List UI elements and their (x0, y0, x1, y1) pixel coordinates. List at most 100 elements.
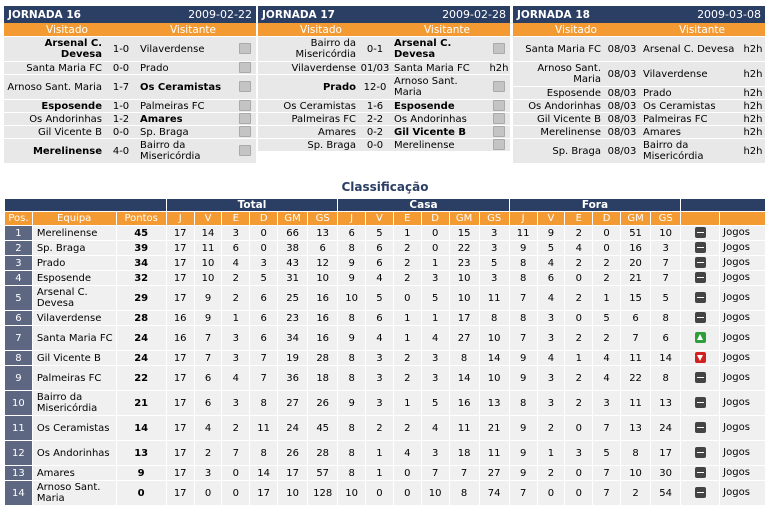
away-team[interactable]: Santa Maria FC (392, 62, 488, 74)
column-header[interactable]: J (338, 212, 366, 225)
game-row[interactable]: Esposende 1-0 Palmeiras FC (4, 100, 256, 112)
home-team[interactable]: Gil Vicente B (513, 113, 603, 125)
tv-icon[interactable] (234, 100, 256, 112)
game-row[interactable]: Os Andorinhas 08/03 Os Ceramistas h2h (513, 100, 765, 112)
column-header[interactable]: E (565, 212, 593, 225)
away-team[interactable]: Prado (641, 87, 741, 99)
away-team[interactable]: Arnoso Sant. Maria (392, 75, 488, 99)
column-header[interactable]: GM (278, 212, 308, 225)
home-team[interactable]: Arsenal C. Devesa (4, 37, 104, 61)
game-row[interactable]: Sp. Braga 0-0 Merelinense (258, 139, 510, 151)
home-team[interactable]: Santa Maria FC (513, 37, 603, 61)
game-row[interactable]: Bairro da Misericórdia 0-1 Arsenal C. Deve… (258, 37, 510, 61)
game-score[interactable]: 0-2 (358, 126, 392, 138)
game-row[interactable]: Arsenal C. Devesa 1-0 Vilaverdense (4, 37, 256, 61)
game-score[interactable]: 0-0 (104, 62, 138, 74)
team-name[interactable]: Arsenal C. Devesa (32, 286, 116, 310)
jogos-label[interactable]: Jogos (723, 242, 750, 254)
home-team[interactable]: Os Andorinhas (513, 100, 603, 112)
team-name[interactable]: Os Ceramistas (32, 416, 116, 440)
game-row[interactable]: Santa Maria FC 08/03 Arsenal C. Devesa h2h (513, 37, 765, 61)
game-row[interactable]: Merelinense 4-0 Bairro da Misericórdia (4, 139, 256, 163)
away-team[interactable]: Bairro da Misericórdia (138, 139, 234, 163)
game-score[interactable]: 12-0 (358, 75, 392, 99)
column-header[interactable]: V (537, 212, 565, 225)
game-row[interactable]: Vilaverdense 01/03 Santa Maria FC h2h (258, 62, 510, 74)
home-team[interactable]: Arnoso Sant. Maria (513, 62, 603, 86)
away-team[interactable]: Arsenal C. Devesa (641, 37, 741, 61)
game-row[interactable]: Gil Vicente B 0-0 Sp. Braga (4, 126, 256, 138)
team-name[interactable]: Bairro da Misericórdia (32, 391, 116, 415)
h2h-link[interactable]: h2h (741, 62, 765, 86)
jogos-link[interactable]: Jogos (720, 256, 765, 270)
away-team[interactable]: Palmeiras FC (641, 113, 741, 125)
team-name[interactable]: Amares (32, 466, 116, 480)
game-row[interactable]: Prado 12-0 Arnoso Sant. Maria (258, 75, 510, 99)
game-score[interactable]: 2-2 (358, 113, 392, 125)
game-row[interactable]: Arnoso Sant. Maria 1-7 Os Ceramistas (4, 75, 256, 99)
jogos-label[interactable]: Jogos (723, 257, 750, 269)
away-team[interactable]: Palmeiras FC (138, 100, 234, 112)
h2h-link[interactable]: h2h (488, 62, 510, 74)
jogos-link[interactable]: Jogos (720, 466, 765, 480)
team-name[interactable]: Esposende (32, 271, 116, 285)
game-row[interactable]: Gil Vicente B 08/03 Palmeiras FC h2h (513, 113, 765, 125)
home-team[interactable]: Merelinense (513, 126, 603, 138)
away-team[interactable]: Vilaverdense (641, 62, 741, 86)
home-team[interactable]: Bairro da Misericórdia (258, 37, 358, 61)
game-row[interactable]: Santa Maria FC 0-0 Prado (4, 62, 256, 74)
home-team[interactable]: Merelinense (4, 139, 104, 163)
jogos-label[interactable]: Jogos (723, 227, 750, 239)
jogos-label[interactable]: Jogos (723, 447, 750, 459)
team-name[interactable]: Merelinense (32, 226, 116, 240)
game-score[interactable]: 08/03 (603, 62, 641, 86)
home-team[interactable]: Santa Maria FC (4, 62, 104, 74)
jogos-label[interactable]: Jogos (723, 397, 750, 409)
game-row[interactable]: Amares 0-2 Gil Vicente B (258, 126, 510, 138)
game-score[interactable]: 08/03 (603, 37, 641, 61)
tv-icon[interactable] (234, 113, 256, 125)
jogos-link[interactable]: Jogos (720, 326, 765, 350)
away-team[interactable]: Bairro da Misericórdia (641, 139, 741, 163)
home-team[interactable]: Vilaverdense (258, 62, 358, 74)
h2h-link[interactable]: h2h (741, 87, 765, 99)
column-header[interactable]: Pontos (116, 212, 166, 225)
team-name[interactable]: Arnoso Sant. Maria (32, 481, 116, 505)
away-team[interactable]: Arsenal C. Devesa (392, 37, 488, 61)
column-header[interactable]: Equipa (32, 212, 116, 225)
home-team[interactable]: Palmeiras FC (258, 113, 358, 125)
column-header[interactable]: E (393, 212, 421, 225)
tv-icon[interactable] (488, 139, 510, 151)
game-score[interactable]: 1-0 (104, 37, 138, 61)
home-team[interactable]: Os Ceramistas (258, 100, 358, 112)
home-team[interactable]: Prado (258, 75, 358, 99)
away-team[interactable]: Sp. Braga (138, 126, 234, 138)
jogos-link[interactable]: Jogos (720, 311, 765, 325)
game-score[interactable]: 1-2 (104, 113, 138, 125)
home-team[interactable]: Esposende (513, 87, 603, 99)
jogos-link[interactable]: Jogos (720, 351, 765, 365)
game-score[interactable]: 4-0 (104, 139, 138, 163)
team-name[interactable]: Vilaverdense (32, 311, 116, 325)
jogos-label[interactable]: Jogos (723, 332, 750, 344)
game-score[interactable]: 0-0 (104, 126, 138, 138)
team-name[interactable]: Santa Maria FC (32, 326, 116, 350)
column-header[interactable]: E (222, 212, 250, 225)
h2h-link[interactable]: h2h (741, 37, 765, 61)
away-team[interactable]: Prado (138, 62, 234, 74)
jogos-link[interactable]: Jogos (720, 271, 765, 285)
home-team[interactable]: Sp. Braga (513, 139, 603, 163)
jogos-link[interactable]: Jogos (720, 366, 765, 390)
column-header[interactable]: V (194, 212, 222, 225)
game-row[interactable]: Os Ceramistas 1-6 Esposende (258, 100, 510, 112)
game-score[interactable]: 08/03 (603, 87, 641, 99)
column-header[interactable]: D (593, 212, 621, 225)
column-header[interactable]: D (421, 212, 449, 225)
tv-icon[interactable] (488, 37, 510, 61)
jogos-label[interactable]: Jogos (723, 312, 750, 324)
away-team[interactable]: Gil Vicente B (392, 126, 488, 138)
game-row[interactable]: Palmeiras FC 2-2 Os Andorinhas (258, 113, 510, 125)
away-team[interactable]: Amares (138, 113, 234, 125)
away-team[interactable]: Esposende (392, 100, 488, 112)
home-team[interactable]: Esposende (4, 100, 104, 112)
